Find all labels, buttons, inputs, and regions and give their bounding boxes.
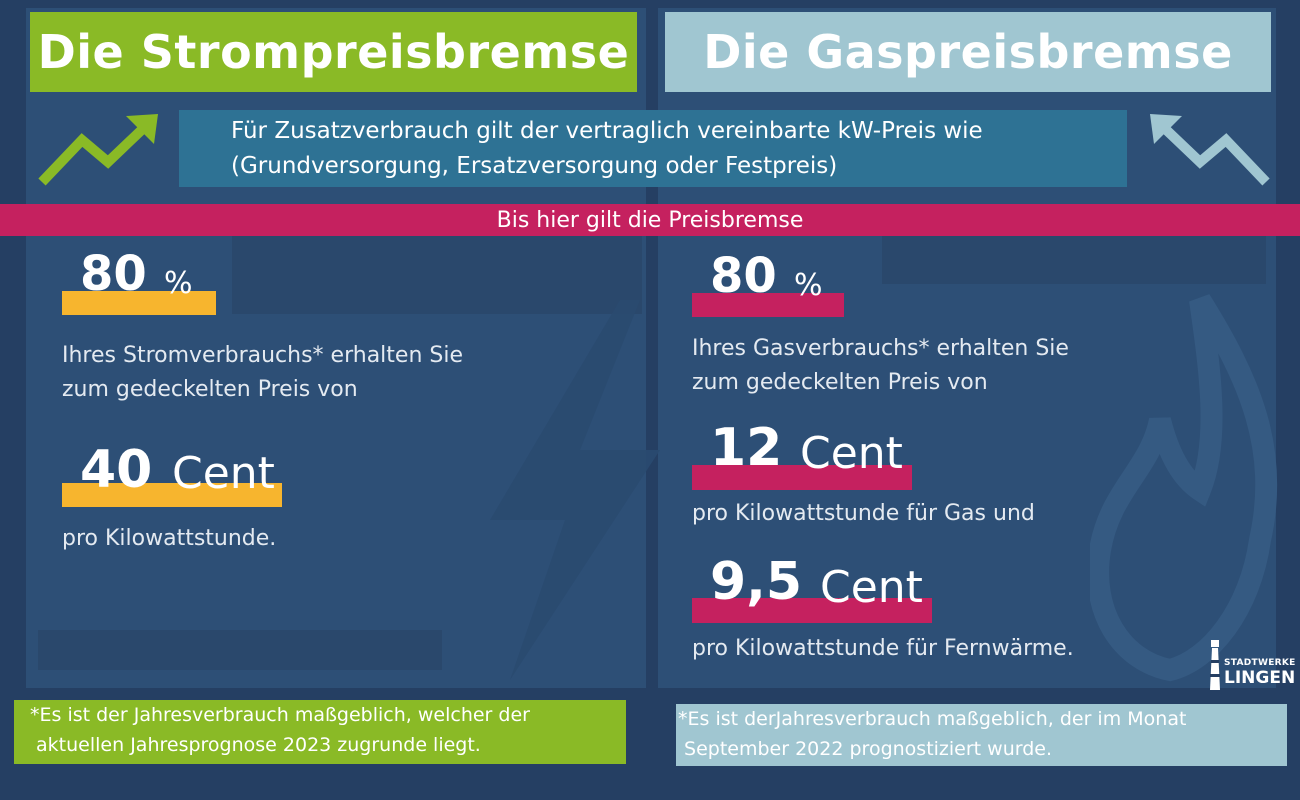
strom-footnote-line-2: aktuellen Jahresprognose 2023 zugrunde l… — [30, 734, 481, 756]
logo-line-1: STADTWERKE — [1224, 658, 1296, 668]
lightning-bolt-icon — [490, 300, 660, 680]
strom-price-value: 40 — [80, 440, 153, 500]
gas-text-line-1: Ihres Gasverbrauchs* erhalten Sie — [692, 336, 1069, 361]
strom-text-line-2: zum gedeckelten Preis von — [62, 377, 358, 402]
gaspreisbremse-title: Die Gaspreisbremse — [665, 12, 1271, 92]
gas-text-line-2: zum gedeckelten Preis von — [692, 370, 988, 395]
gas-price1-caption: pro Kilowattstunde für Gas und — [692, 501, 1035, 526]
decorative-block — [232, 236, 642, 314]
percent-highlight — [692, 293, 844, 317]
price-highlight — [62, 483, 282, 507]
info-line-2: (Grundversorgung, Ersatzversorgung oder … — [231, 153, 838, 179]
flame-icon — [1090, 294, 1278, 682]
strom-text-line-1: Ihres Stromverbrauchs* erhalten Sie — [62, 343, 463, 368]
stadtwerke-lingen-logo: STADTWERKE LINGEN — [1206, 638, 1295, 692]
strom-percent-unit: % — [164, 266, 193, 301]
gas-price2-value: 9,5 — [710, 552, 803, 612]
logo-line-2: LINGEN — [1224, 668, 1296, 688]
strompreisbremse-title: Die Strompreisbremse — [30, 12, 637, 92]
percent-highlight — [62, 291, 216, 315]
strom-footnote-line-1: *Es ist der Jahresverbrauch maßgeblich, … — [30, 704, 530, 726]
gas-percent-value: 80 — [710, 248, 777, 304]
zusatzverbrauch-info-box: Für Zusatzverbrauch gilt der vertraglich… — [179, 110, 1127, 187]
info-line-1: Für Zusatzverbrauch gilt der vertraglich… — [231, 118, 983, 144]
strom-price-caption: pro Kilowattstunde. — [62, 526, 277, 551]
price-highlight — [692, 598, 932, 623]
decorative-block — [882, 236, 1266, 284]
gas-footnote-line-1: *Es ist derJahresverbrauch maßgeblich, d… — [678, 708, 1187, 730]
lighthouse-icon — [1210, 640, 1220, 690]
gas-price1-value: 12 — [710, 418, 783, 478]
gas-footnote-line-2: September 2022 prognostiziert wurde. — [678, 738, 1053, 760]
strom-footnote: *Es ist der Jahresverbrauch maßgeblich, … — [14, 700, 626, 764]
strom-price-unit: Cent — [172, 448, 275, 499]
trend-up-arrow-icon — [38, 114, 158, 186]
gas-price2-unit: Cent — [820, 562, 923, 613]
gas-price1-unit: Cent — [800, 428, 903, 479]
gas-footnote: *Es ist derJahresverbrauch maßgeblich, d… — [676, 704, 1287, 766]
trend-down-arrow-icon — [1150, 114, 1270, 186]
preisbremse-band: Bis hier gilt die Preisbremse — [0, 204, 1300, 236]
strom-percent-value: 80 — [80, 246, 147, 302]
gas-percent-unit: % — [794, 268, 823, 303]
price-highlight — [692, 465, 912, 490]
decorative-block — [38, 630, 442, 670]
gas-price2-caption: pro Kilowattstunde für Fernwärme. — [692, 636, 1074, 661]
